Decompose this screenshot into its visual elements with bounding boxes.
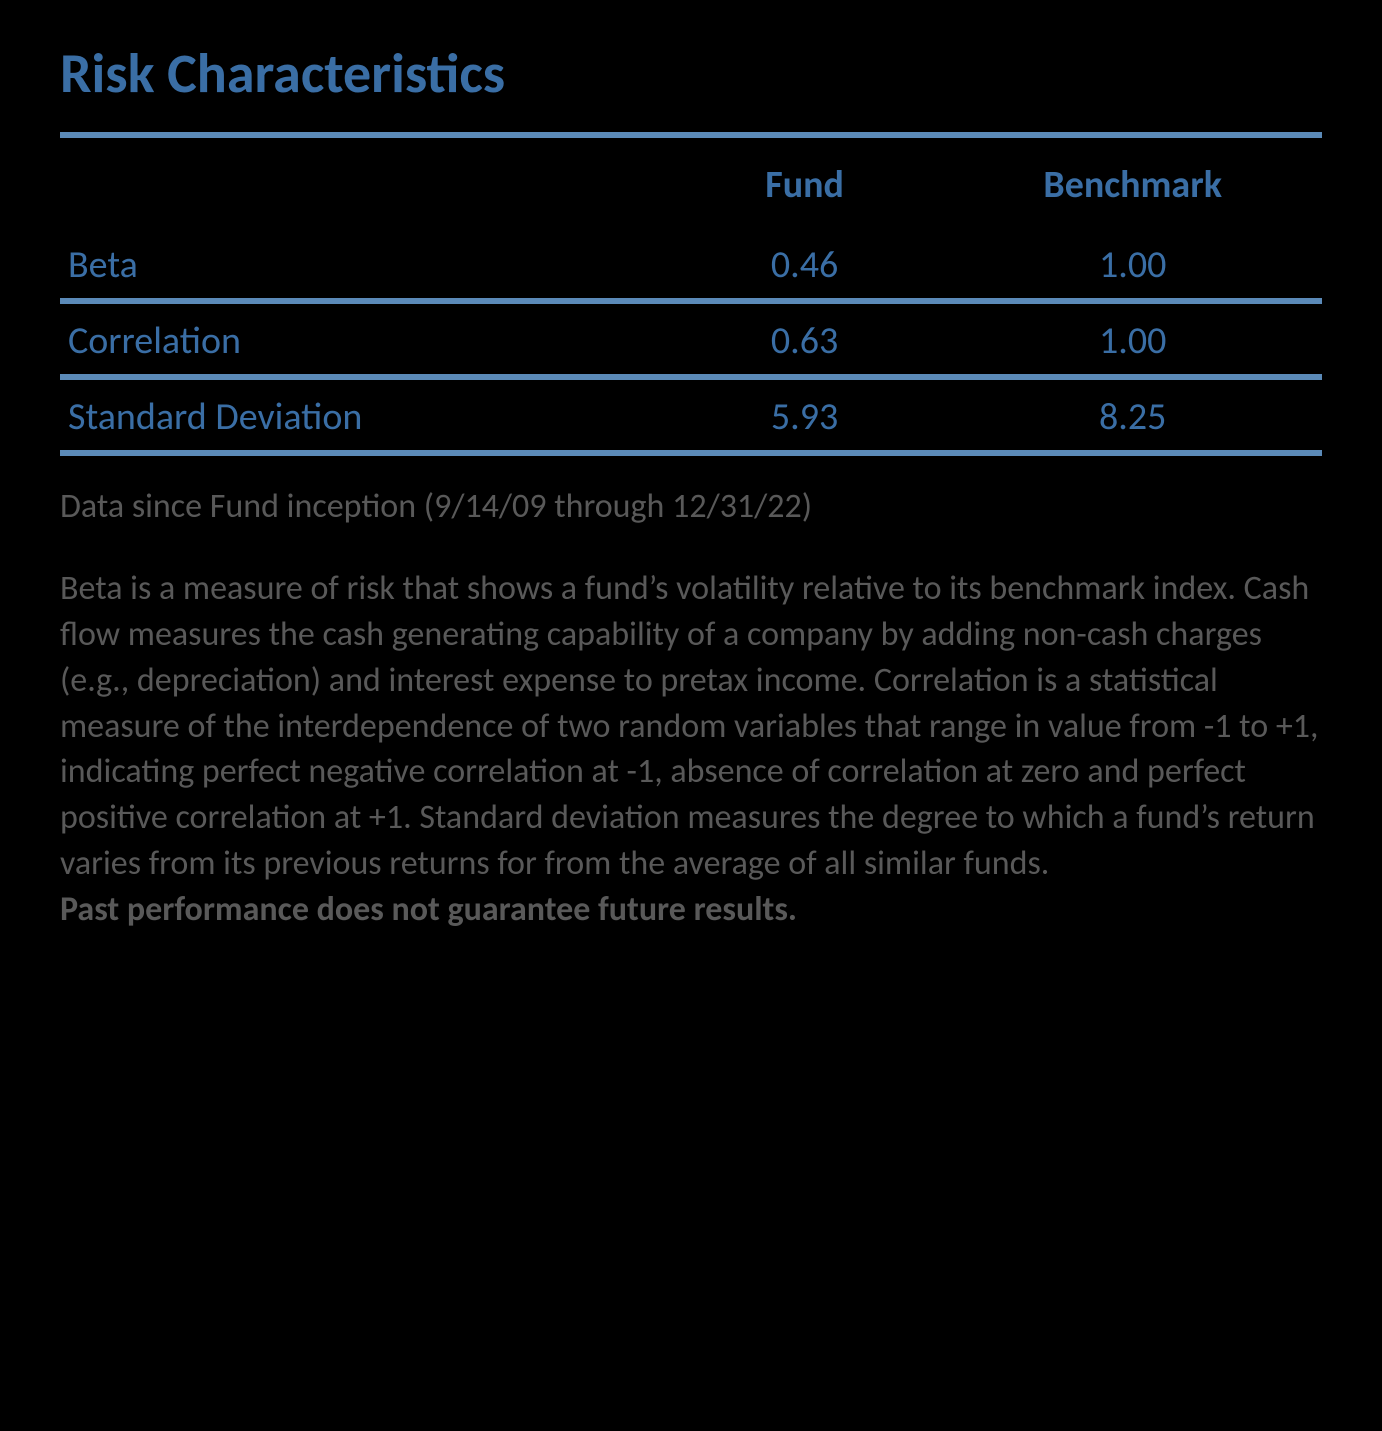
col-header-fund: Fund xyxy=(666,150,944,228)
row-fund-value: 0.46 xyxy=(666,228,944,301)
row-fund-value: 0.63 xyxy=(666,301,944,377)
definitions-text: Beta is a measure of risk that shows a f… xyxy=(60,566,1322,887)
row-benchmark-value: 8.25 xyxy=(943,377,1322,453)
row-label: Standard Deviation xyxy=(60,377,666,453)
table-header-row: Fund Benchmark xyxy=(60,150,1322,228)
row-benchmark-value: 1.00 xyxy=(943,228,1322,301)
performance-disclaimer: Past performance does not guarantee futu… xyxy=(60,887,1322,933)
section-title: Risk Characteristics xyxy=(60,40,1322,108)
col-header-empty xyxy=(60,150,666,228)
title-rule xyxy=(60,132,1322,138)
table-row: Standard Deviation 5.93 8.25 xyxy=(60,377,1322,453)
table-row: Beta 0.46 1.00 xyxy=(60,228,1322,301)
row-fund-value: 5.93 xyxy=(666,377,944,453)
table-row: Correlation 0.63 1.00 xyxy=(60,301,1322,377)
row-benchmark-value: 1.00 xyxy=(943,301,1322,377)
row-label: Beta xyxy=(60,228,666,301)
row-label: Correlation xyxy=(60,301,666,377)
risk-table: Fund Benchmark Beta 0.46 1.00 Correlatio… xyxy=(60,150,1322,456)
data-range-note: Data since Fund inception (9/14/09 throu… xyxy=(60,484,1322,530)
col-header-benchmark: Benchmark xyxy=(943,150,1322,228)
risk-characteristics-panel: Risk Characteristics Fund Benchmark Beta… xyxy=(0,0,1382,973)
